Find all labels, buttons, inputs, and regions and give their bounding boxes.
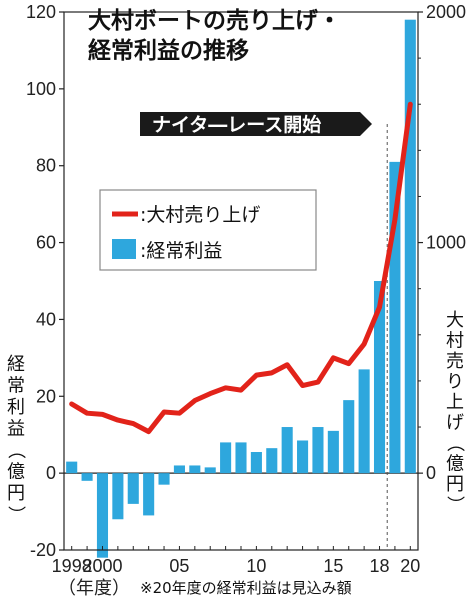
- left-tick-label: -20: [30, 540, 56, 560]
- axis-label-char: ）: [5, 506, 26, 524]
- legend-label-profit: :経常利益: [140, 240, 222, 262]
- axis-label-char: り: [446, 372, 464, 393]
- profit-bar: [158, 473, 170, 485]
- axis-label-char: げ: [446, 413, 464, 434]
- footnote: ※20年度の経常利益は見込み額: [140, 579, 352, 597]
- axis-label-char: 経: [7, 354, 25, 375]
- x-tick-label: 18: [370, 556, 390, 576]
- profit-bar: [143, 473, 155, 516]
- legend: :大村売り上げ :経常利益: [99, 189, 317, 271]
- profit-bar: [358, 369, 370, 474]
- profit-bar: [112, 473, 124, 520]
- x-tick-label: 20: [400, 556, 420, 576]
- profit-bar: [327, 430, 339, 474]
- left-tick-label: 120: [26, 2, 56, 22]
- axis-label-char: 円: [446, 474, 464, 495]
- annotation-callout: ナイタ―レース開始: [140, 112, 372, 136]
- profit-bar: [66, 461, 78, 474]
- left-tick-label: 80: [36, 156, 56, 176]
- profit-bar: [281, 427, 293, 474]
- chart-title: 大村ボートの売り上げ・ 経常利益の推移: [88, 8, 341, 64]
- profit-bar: [389, 161, 401, 474]
- profit-bar: [250, 452, 262, 474]
- profit-bar: [220, 442, 232, 474]
- profit-bar: [297, 440, 309, 474]
- profit-bar: [235, 442, 247, 474]
- x-tick-label: 10: [246, 556, 266, 576]
- callout-box: [140, 112, 372, 136]
- sales-line: [69, 101, 413, 435]
- x-tick-label: 2000: [82, 556, 122, 576]
- profit-bar: [189, 465, 201, 474]
- axis-label-char: （: [444, 434, 465, 452]
- left-tick-label: 60: [36, 233, 56, 253]
- x-tick-label: 05: [169, 556, 189, 576]
- x-unit-label: （年度）: [58, 578, 130, 598]
- profit-bar: [173, 465, 185, 474]
- legend-label-sales: :大村売り上げ: [140, 204, 260, 226]
- left-tick-label: 40: [36, 309, 56, 329]
- profit-bar: [312, 427, 324, 474]
- profit-bar: [81, 473, 93, 481]
- right-tick-label: 1000: [426, 233, 466, 253]
- x-tick-label: 15: [323, 556, 343, 576]
- axis-label-char: 売: [446, 351, 464, 372]
- axis-label-char: 上: [446, 392, 464, 413]
- legend-swatch-profit: [112, 239, 136, 259]
- axis-label-char: ）: [444, 496, 465, 514]
- axis-label-char: 億: [7, 462, 25, 483]
- axis-label-char: 村: [446, 331, 464, 352]
- right-tick-label: 0: [426, 463, 436, 483]
- axis-label-char: 利: [7, 397, 25, 418]
- axis-label-char: 円: [7, 483, 25, 504]
- left-axis-label: 経常利益（ 億円 ）: [5, 354, 26, 524]
- profit-bar: [404, 19, 416, 474]
- profit-bar: [204, 467, 216, 474]
- left-tick-label: 0: [46, 463, 56, 483]
- chart-title-line-1: 大村ボートの売り上げ・: [88, 8, 341, 34]
- left-tick-label: 20: [36, 386, 56, 406]
- axis-label-char: 億: [446, 454, 464, 475]
- profit-bars: [66, 19, 416, 558]
- axis-label-char: （: [5, 441, 26, 459]
- axis-label-char: 大: [446, 310, 464, 331]
- right-axis-label: 大村売り上げ（ 億円）: [444, 310, 465, 514]
- axis-label-char: 常: [7, 376, 25, 397]
- axis-label-char: 益: [7, 419, 25, 440]
- callout-text: ナイタ―レース開始: [152, 113, 321, 136]
- profit-bar: [127, 473, 139, 504]
- profit-bar: [96, 473, 109, 558]
- profit-bar: [266, 448, 278, 474]
- left-tick-label: 100: [26, 79, 56, 99]
- chart-title-line-2: 経常利益の推移: [88, 37, 249, 64]
- profit-bar: [373, 281, 386, 474]
- profit-bar: [343, 400, 355, 474]
- right-tick-label: 2000: [426, 2, 466, 22]
- x-tick-label: 1998: [52, 556, 92, 576]
